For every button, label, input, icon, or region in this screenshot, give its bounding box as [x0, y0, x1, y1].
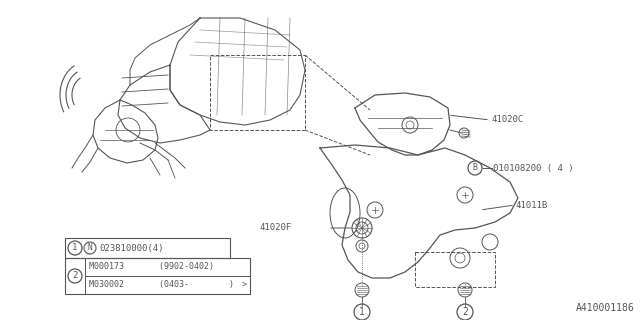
Text: 41011B: 41011B	[516, 201, 548, 210]
Bar	[65, 238, 230, 258]
Text: 1: 1	[359, 307, 365, 317]
Bar	[210, 55, 305, 130]
Text: 2: 2	[72, 271, 77, 281]
Text: B: B	[472, 164, 477, 172]
Text: >: >	[242, 281, 247, 290]
Text: N: N	[88, 244, 92, 252]
Text: A410001186: A410001186	[576, 303, 635, 313]
Text: 1: 1	[72, 244, 77, 252]
Text: 023810000(4): 023810000(4)	[99, 244, 163, 252]
Text: 2: 2	[462, 307, 468, 317]
Text: M000173       (9902-0402): M000173 (9902-0402)	[89, 262, 214, 271]
Bar	[415, 252, 495, 287]
Text: 41020C: 41020C	[491, 116, 524, 124]
Text: M030002       (0403-        ): M030002 (0403- )	[89, 281, 234, 290]
Text: 41020F: 41020F	[260, 223, 292, 233]
Bar	[65, 258, 250, 294]
Text: 010108200 ( 4 ): 010108200 ( 4 )	[493, 164, 573, 172]
